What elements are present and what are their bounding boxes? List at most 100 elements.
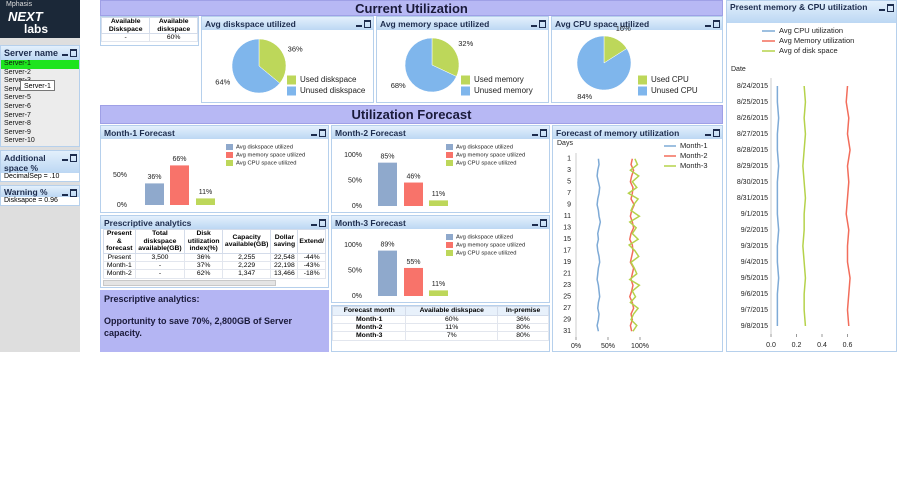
logo-brand: NEXT [8,9,43,24]
bar-panel: Month-2 Forecast [331,125,550,213]
panel-header: Server name [1,46,79,60]
table-row: Month-1-37% 2,229 22,198 -43% [103,260,326,271]
prescriptive-panel: Prescriptive analytics Present & forecas… [100,215,329,288]
table-row: Month-2 11% 80% [331,322,549,333]
table-row: -60% [100,32,198,43]
bar-panel: Month-1 Forecast [100,125,329,213]
table-cell: 22,198 [270,260,299,271]
line-panel: Present memory & CPU utilization [726,0,897,352]
table-cell: -44% [297,252,326,262]
server-item[interactable]: Server-3 [4,77,31,85]
table-header: Dollar saving [270,229,299,254]
table-cell: 7% [405,331,499,341]
panel-header: Additional space % [1,151,79,173]
table-row: Present & forecast Total diskspace availa… [103,229,326,254]
server-list: Server-1 Server-2 Server-3 Server-4 Server-5… [1,60,79,146]
table-cell: - [100,32,151,43]
panel-header: Avg CPU space utilized [552,17,722,30]
pie-panel: Avg memory space utilized [376,16,549,103]
table-header: In-premise [497,306,549,316]
table-cell: 37% [184,260,223,271]
additional-space-panel: Additional space % DecimalSep = .10 [0,150,80,182]
panel-header: Forecast of memory utilization [553,126,722,139]
table-cell: 60% [149,32,198,43]
table-cell: 3,500 [134,252,186,262]
prescriptive-table: Present & forecast Total diskspace availa… [103,229,326,279]
panel-header: Month-1 Forecast [101,126,328,139]
scrollbar[interactable] [103,280,276,286]
panel-header: Month-3 Forecast [332,216,549,229]
panel-header: Month-2 Forecast [332,126,549,139]
table-cell: 1,347 [221,269,272,279]
table-header: Available diskspace [405,306,499,316]
table-cell: 80% [497,331,549,341]
table-header: Present & forecast [103,229,136,254]
table-cell: 60% [405,314,499,324]
panel-header: Prescriptive analytics [101,216,328,229]
server-item[interactable]: Server-4 [4,85,31,93]
table: Available Diskspace Available diskspace -6… [100,17,198,43]
table-cell: 62% [184,269,223,279]
table-header: Available diskspace [149,17,198,34]
note-heading: Prescriptive analytics: [104,294,200,304]
table-cell: Month-1 [103,260,136,271]
tooltip: Server-1 [20,80,55,91]
banner: Current Utilization [100,0,723,16]
logo: Mphasis NEXT labs [0,0,80,38]
table-cell: Present [103,252,136,262]
table-cell: - [134,269,186,279]
setting-row: DecimalSep = .10 [4,173,60,180]
table: Forecast month Available diskspace In-prem… [331,306,549,341]
bar-panel: Month-3 Forecast [331,215,550,303]
warning-panel: Warning % Disksapce = 0.96 [0,185,80,206]
panel-header: Avg memory space utilized [377,17,548,30]
table-cell: 2,229 [221,260,272,271]
table-row: Present 3,500 36% 2,255 22,548 -44% [103,252,326,262]
pie-panel: Avg diskspace utilized [201,16,374,103]
server-item[interactable]: Server-8 [4,120,31,128]
server-item[interactable]: Server-2 [4,68,31,76]
server-item[interactable]: Server-5 [4,94,31,102]
table-cell: 22,548 [270,252,299,262]
server-item[interactable]: Server-6 [4,102,31,110]
table: Present & forecast Total diskspace availa… [103,229,326,279]
table-cell: 11% [405,322,499,333]
server-panel: Server name Server-1 Server-2 Server-3 Serv… [0,45,80,147]
table-cell: -43% [297,260,326,271]
table-cell: Month-2 [103,269,136,279]
logo-brand: labs [24,22,49,36]
table-row: Forecast month Available diskspace In-prem… [331,306,549,316]
table-row: Month-1 60% 36% [331,314,549,324]
table-cell: - [134,260,186,271]
table-row: Available Diskspace Available diskspace [100,17,198,34]
note: Prescriptive analytics: Opportunity to s… [100,290,329,352]
table-row: Month-2-62% 1,347 13,466 -18% [103,269,326,279]
available-table: Available Diskspace Available diskspace -6… [100,16,199,46]
forecast-table: Forecast month Available diskspace In-prem… [331,305,550,352]
table-row: Month-3 7% 80% [331,331,549,341]
panel-header: Warning % [1,186,79,197]
line-panel: Forecast of memory utilization [552,125,723,352]
server-item[interactable]: Server-1 [1,60,79,69]
table-cell: 2,255 [221,252,272,262]
server-item[interactable]: Server-9 [4,128,31,136]
table-header: Available Diskspace [100,17,151,34]
setting-row: Disksapce = 0.96 [4,197,58,204]
table-cell: 36% [184,252,223,262]
table-header: Disk utilization index(%) [184,229,223,254]
table-header: Extend/ [297,229,326,254]
table-cell: Month-3 [331,331,407,341]
pie-panel: Avg CPU space utilized [551,16,723,103]
table-cell: -18% [297,269,326,279]
banner: Utilization Forecast [100,105,723,124]
note-text: Opportunity to save 70%, 2,800GB of Serv… [104,316,293,338]
table-cell: Month-2 [331,322,407,333]
table-header: Forecast month [331,306,407,316]
panel-header: Avg diskspace utilized [202,17,373,30]
table-cell: 80% [497,322,549,333]
server-item[interactable]: Server-7 [4,111,31,119]
server-item[interactable]: Server-10 [4,137,35,145]
table-header: Total diskspace available(GB) [134,229,186,254]
table-cell: 36% [497,314,549,324]
